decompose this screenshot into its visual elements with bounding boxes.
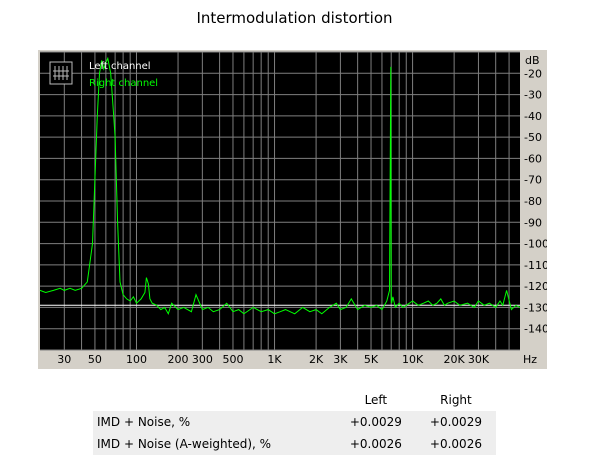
results-row: IMD + Noise, % +0.0029 +0.0029 [93, 411, 496, 433]
x-tick-label: 1K [267, 353, 282, 366]
y-tick-label: -140 [524, 323, 547, 336]
chart-title: Intermodulation distortion [196, 9, 393, 27]
results-row: IMD + Noise (A-weighted), % +0.0026 +0.0… [93, 433, 496, 455]
header-label [93, 389, 336, 411]
y-tick-label: -120 [524, 280, 547, 293]
x-tick-label: 50 [88, 353, 102, 366]
header-right: Right [440, 393, 472, 407]
y-tick-label: -70 [524, 174, 542, 187]
header-left: Left [364, 393, 388, 407]
y-axis: -20 -30 -40 -50 -60 -70 -80 -90 -100 -110 -120 -130… [524, 67, 547, 335]
y-tick-label: -80 [524, 195, 542, 208]
x-tick-label: 20K [444, 353, 466, 366]
y-unit-label: dB [525, 54, 540, 67]
y-tick-label: -30 [524, 89, 542, 102]
grid-lines [40, 51, 520, 351]
x-tick-label: 10K [402, 353, 424, 366]
legend-icon [53, 66, 69, 80]
x-tick-label: 30 [57, 353, 71, 366]
x-tick-label: 30K [468, 353, 490, 366]
results-table: Left Right IMD + Noise, % +0.0029 +0.002… [93, 389, 496, 455]
series-line-right-channel [39, 56, 521, 316]
x-tick-label: 200 [168, 353, 189, 366]
x-unit-label: Hz [523, 353, 537, 366]
x-tick-label: 5K [364, 353, 379, 366]
x-axis: 30 50 100 200 300 500 1K 2K 3K 5K 10K 20K 30K [57, 353, 490, 366]
row-left-value: +0.0026 [349, 437, 402, 451]
y-tick-label: -40 [524, 110, 542, 123]
legend: Left channel Right channel [49, 61, 158, 89]
y-tick-label: -110 [524, 259, 547, 272]
y-tick-label: -60 [524, 152, 542, 165]
series-layer [39, 56, 521, 316]
x-tick-label: 500 [222, 353, 243, 366]
row-right-value: +0.0026 [429, 437, 482, 451]
y-tick-label: -100 [524, 238, 547, 251]
row-left-value: +0.0029 [349, 415, 402, 429]
legend-icon-box [49, 61, 73, 85]
x-tick-label: 300 [192, 353, 213, 366]
legend-left-channel: Left channel [89, 61, 151, 72]
imd-chart: Left channel Right channel -20-30-40-50-… [38, 50, 547, 369]
row-label: IMD + Noise (A-weighted), % [97, 437, 272, 451]
row-label: IMD + Noise, % [97, 415, 191, 429]
results-header-row: Left Right [93, 389, 496, 411]
y-tick-label: -50 [524, 131, 542, 144]
row-right-value: +0.0029 [429, 415, 482, 429]
x-tick-label: 3K [333, 353, 348, 366]
y-tick-label: -90 [524, 216, 542, 229]
y-tick-label: -130 [524, 301, 547, 314]
x-tick-label: 100 [126, 353, 147, 366]
x-tick-label: 2K [309, 353, 324, 366]
y-tick-label: -20 [524, 67, 542, 80]
legend-right-channel: Right channel [89, 78, 158, 89]
